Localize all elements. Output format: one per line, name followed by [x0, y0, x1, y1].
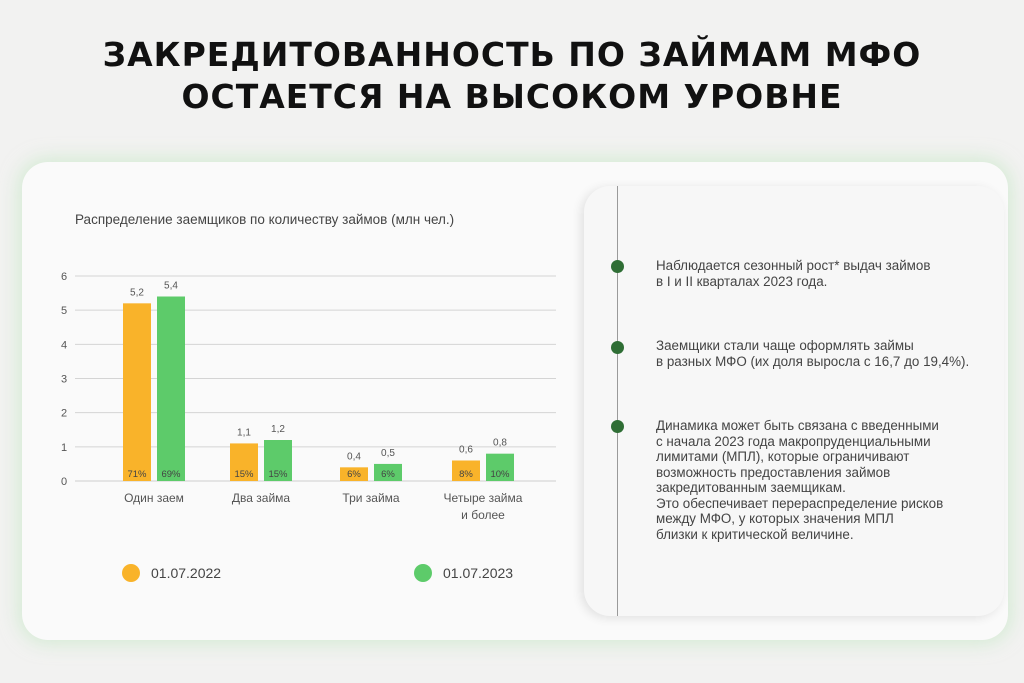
note-3-line: близки к критической величине.: [656, 526, 854, 542]
bar: [374, 463, 402, 481]
legend-label-2023: 01.07.2023: [443, 565, 514, 581]
y-tick-label: 1: [61, 442, 67, 454]
bar: [123, 303, 151, 481]
notes-panel: Наблюдается сезонный рост* выдач займов …: [584, 186, 1004, 616]
legend-label-2022: 01.07.2022: [151, 565, 222, 581]
page-title-line-2: ОСТАЕТСЯ НА ВЫСОКОМ УРОВНЕ: [181, 77, 843, 116]
note-bullet-1: [611, 260, 624, 273]
note-3: Динамика может быть связана с введенными…: [656, 418, 1001, 542]
y-tick-label: 4: [61, 339, 67, 351]
y-tick-label: 3: [61, 374, 67, 386]
note-3-line: Динамика может быть связана с введенными: [656, 418, 939, 433]
note-3-line: закредитованным заемщикам.: [656, 480, 846, 495]
note-bullet-3: [611, 420, 624, 433]
note-3-line: возможность предоставления займов: [656, 464, 891, 480]
data-label: 5,4: [164, 281, 178, 292]
legend-swatch-2023: [414, 564, 432, 582]
data-label: 0,5: [381, 448, 395, 459]
note-3-line: с начала 2023 года макропруденциальными: [656, 433, 931, 449]
page-title-line-1: ЗАКРЕДИТОВАННОСТЬ ПО ЗАЙМАМ МФО: [102, 35, 922, 74]
data-label: 1,2: [271, 424, 285, 435]
share-label: 69%: [161, 469, 181, 480]
note-1: Наблюдается сезонный рост* выдач займов …: [656, 258, 1001, 289]
share-label: 10%: [490, 469, 510, 480]
data-label: 1,1: [237, 427, 251, 438]
x-tick-label: Три займа: [342, 491, 399, 505]
bar: [264, 440, 292, 481]
note-1-line: Наблюдается сезонный рост* выдач займов: [656, 258, 931, 273]
note-2-line: в разных МФО (их доля выросла с 16,7 до …: [656, 353, 970, 369]
chart-title: Распределение заемщиков по количеству за…: [75, 212, 455, 227]
page-title: ЗАКРЕДИТОВАННОСТЬ ПО ЗАЙМАМ МФО ОСТАЕТСЯ…: [0, 34, 1024, 118]
y-tick-label: 0: [61, 476, 67, 488]
share-label: 8%: [459, 469, 473, 480]
note-2: Заемщики стали чаще оформлять займы в ра…: [656, 338, 1001, 369]
share-label: 6%: [347, 469, 361, 480]
data-label: 0,6: [459, 445, 473, 456]
bar: [230, 443, 258, 481]
share-label: 71%: [127, 469, 147, 480]
note-2-line: Заемщики стали чаще оформлять займы: [656, 338, 914, 353]
x-tick-label: Два займа: [232, 491, 291, 505]
data-label: 0,4: [347, 451, 361, 462]
bar: [486, 453, 514, 481]
note-1-line: в I и II кварталах 2023 года.: [656, 273, 828, 289]
bar: [340, 467, 368, 481]
bar: [157, 296, 185, 481]
share-label: 15%: [268, 469, 288, 480]
bar: [452, 460, 480, 481]
data-label: 5,2: [130, 287, 144, 298]
y-tick-label: 5: [61, 305, 67, 317]
x-tick-label: и более: [461, 508, 505, 522]
legend-swatch-2022: [122, 564, 140, 582]
x-tick-label: Один заем: [124, 491, 184, 505]
data-label: 0,8: [493, 438, 507, 449]
note-3-line: лимитами (МПЛ), которые ограничивают: [656, 449, 910, 464]
y-tick-label: 6: [61, 271, 67, 283]
y-tick-label: 2: [61, 408, 67, 420]
share-label: 15%: [234, 469, 254, 480]
note-3-line: между МФО, у которых значения МПЛ: [656, 511, 894, 526]
note-3-line: Это обеспечивает перераспределение риско…: [656, 495, 944, 511]
share-label: 6%: [381, 469, 395, 480]
note-bullet-2: [611, 341, 624, 354]
x-tick-label: Четыре займа: [444, 491, 523, 505]
timeline-line: [617, 186, 618, 616]
